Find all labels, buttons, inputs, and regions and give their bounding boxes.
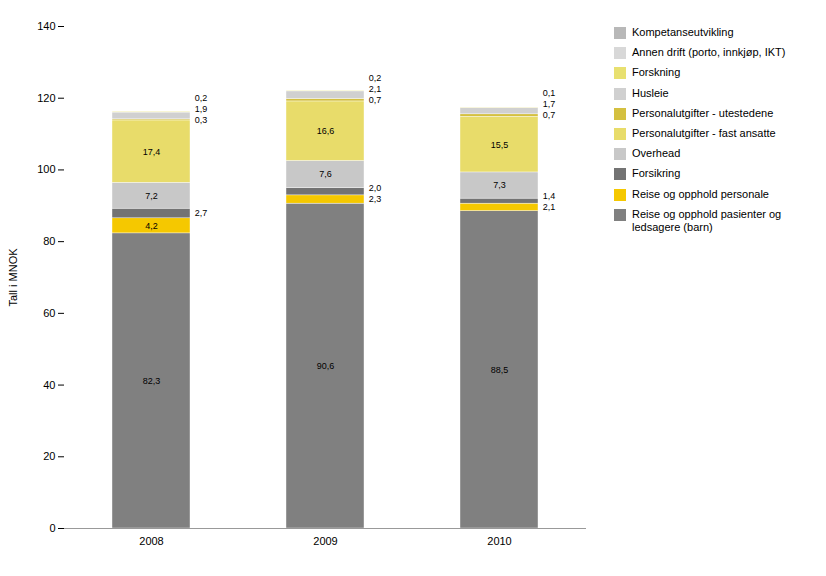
html-text:Annen drift (porto, innkjøp, I: Annen drift (porto, innkjøp, IKT): [632, 46, 786, 59]
html-text:Personalutgifter - utestedene: Personalutgifter - utestedene: [632, 106, 774, 119]
html-text:Husleie: Husleie: [632, 86, 669, 99]
svg-text:80: 80: [43, 235, 55, 247]
svg-text:0,2: 0,2: [195, 93, 208, 103]
svg-text:16,6: 16,6: [317, 126, 335, 136]
svg-text:40: 40: [43, 379, 55, 391]
svg-text:120: 120: [37, 92, 55, 104]
html-text:Overhead: Overhead: [632, 147, 681, 160]
html-text:Forsikring: Forsikring: [632, 167, 681, 180]
svg-text:1,7: 1,7: [543, 99, 556, 109]
svg-text:0,2: 0,2: [369, 73, 382, 83]
svg-text:2008: 2008: [139, 535, 163, 547]
svg-text:2,1: 2,1: [543, 202, 556, 212]
svg-text:140: 140: [37, 20, 55, 32]
svg-text:60: 60: [43, 307, 55, 319]
svg-text:1,4: 1,4: [543, 191, 556, 201]
svg-text:17,4: 17,4: [143, 147, 161, 157]
svg-text:20: 20: [43, 450, 55, 462]
svg-text:4,2: 4,2: [145, 221, 158, 231]
svg-text:7,6: 7,6: [319, 169, 332, 179]
svg-text:0: 0: [49, 522, 55, 534]
html-text:Reise og opphold personale: Reise og opphold personale: [632, 187, 769, 200]
svg-text:2,1: 2,1: [369, 84, 382, 94]
svg-text:0,1: 0,1: [543, 88, 556, 98]
svg-text:88,5: 88,5: [491, 365, 509, 375]
svg-text:7,3: 7,3: [493, 180, 506, 190]
svg-text:2010: 2010: [487, 535, 511, 547]
svg-text:Tall i MNOK: Tall i MNOK: [7, 248, 19, 307]
svg-text:1,9: 1,9: [195, 104, 208, 114]
svg-text:2,0: 2,0: [369, 183, 382, 193]
svg-text:82,3: 82,3: [143, 376, 161, 386]
svg-text:0,7: 0,7: [369, 95, 382, 105]
svg-text:2,7: 2,7: [195, 208, 208, 218]
html-text:Forskning: Forskning: [632, 66, 681, 79]
svg-text:2,3: 2,3: [369, 194, 382, 204]
html-text:Personalutgifter - fast ansatt: Personalutgifter - fast ansatte: [632, 126, 776, 139]
svg-text:100: 100: [37, 163, 55, 175]
svg-text:90,6: 90,6: [317, 361, 335, 371]
html-text:Kompetanseutvikling: Kompetanseutvikling: [632, 26, 734, 38]
svg-text:0,3: 0,3: [195, 115, 208, 125]
svg-text:2009: 2009: [313, 535, 337, 547]
html-text:Reise og opphold pasienter og: Reise og opphold pasienter og ledsagere …: [632, 207, 782, 233]
svg-text:0,7: 0,7: [543, 110, 556, 120]
svg-text:15,5: 15,5: [491, 140, 509, 150]
svg-text:7,2: 7,2: [145, 191, 158, 201]
